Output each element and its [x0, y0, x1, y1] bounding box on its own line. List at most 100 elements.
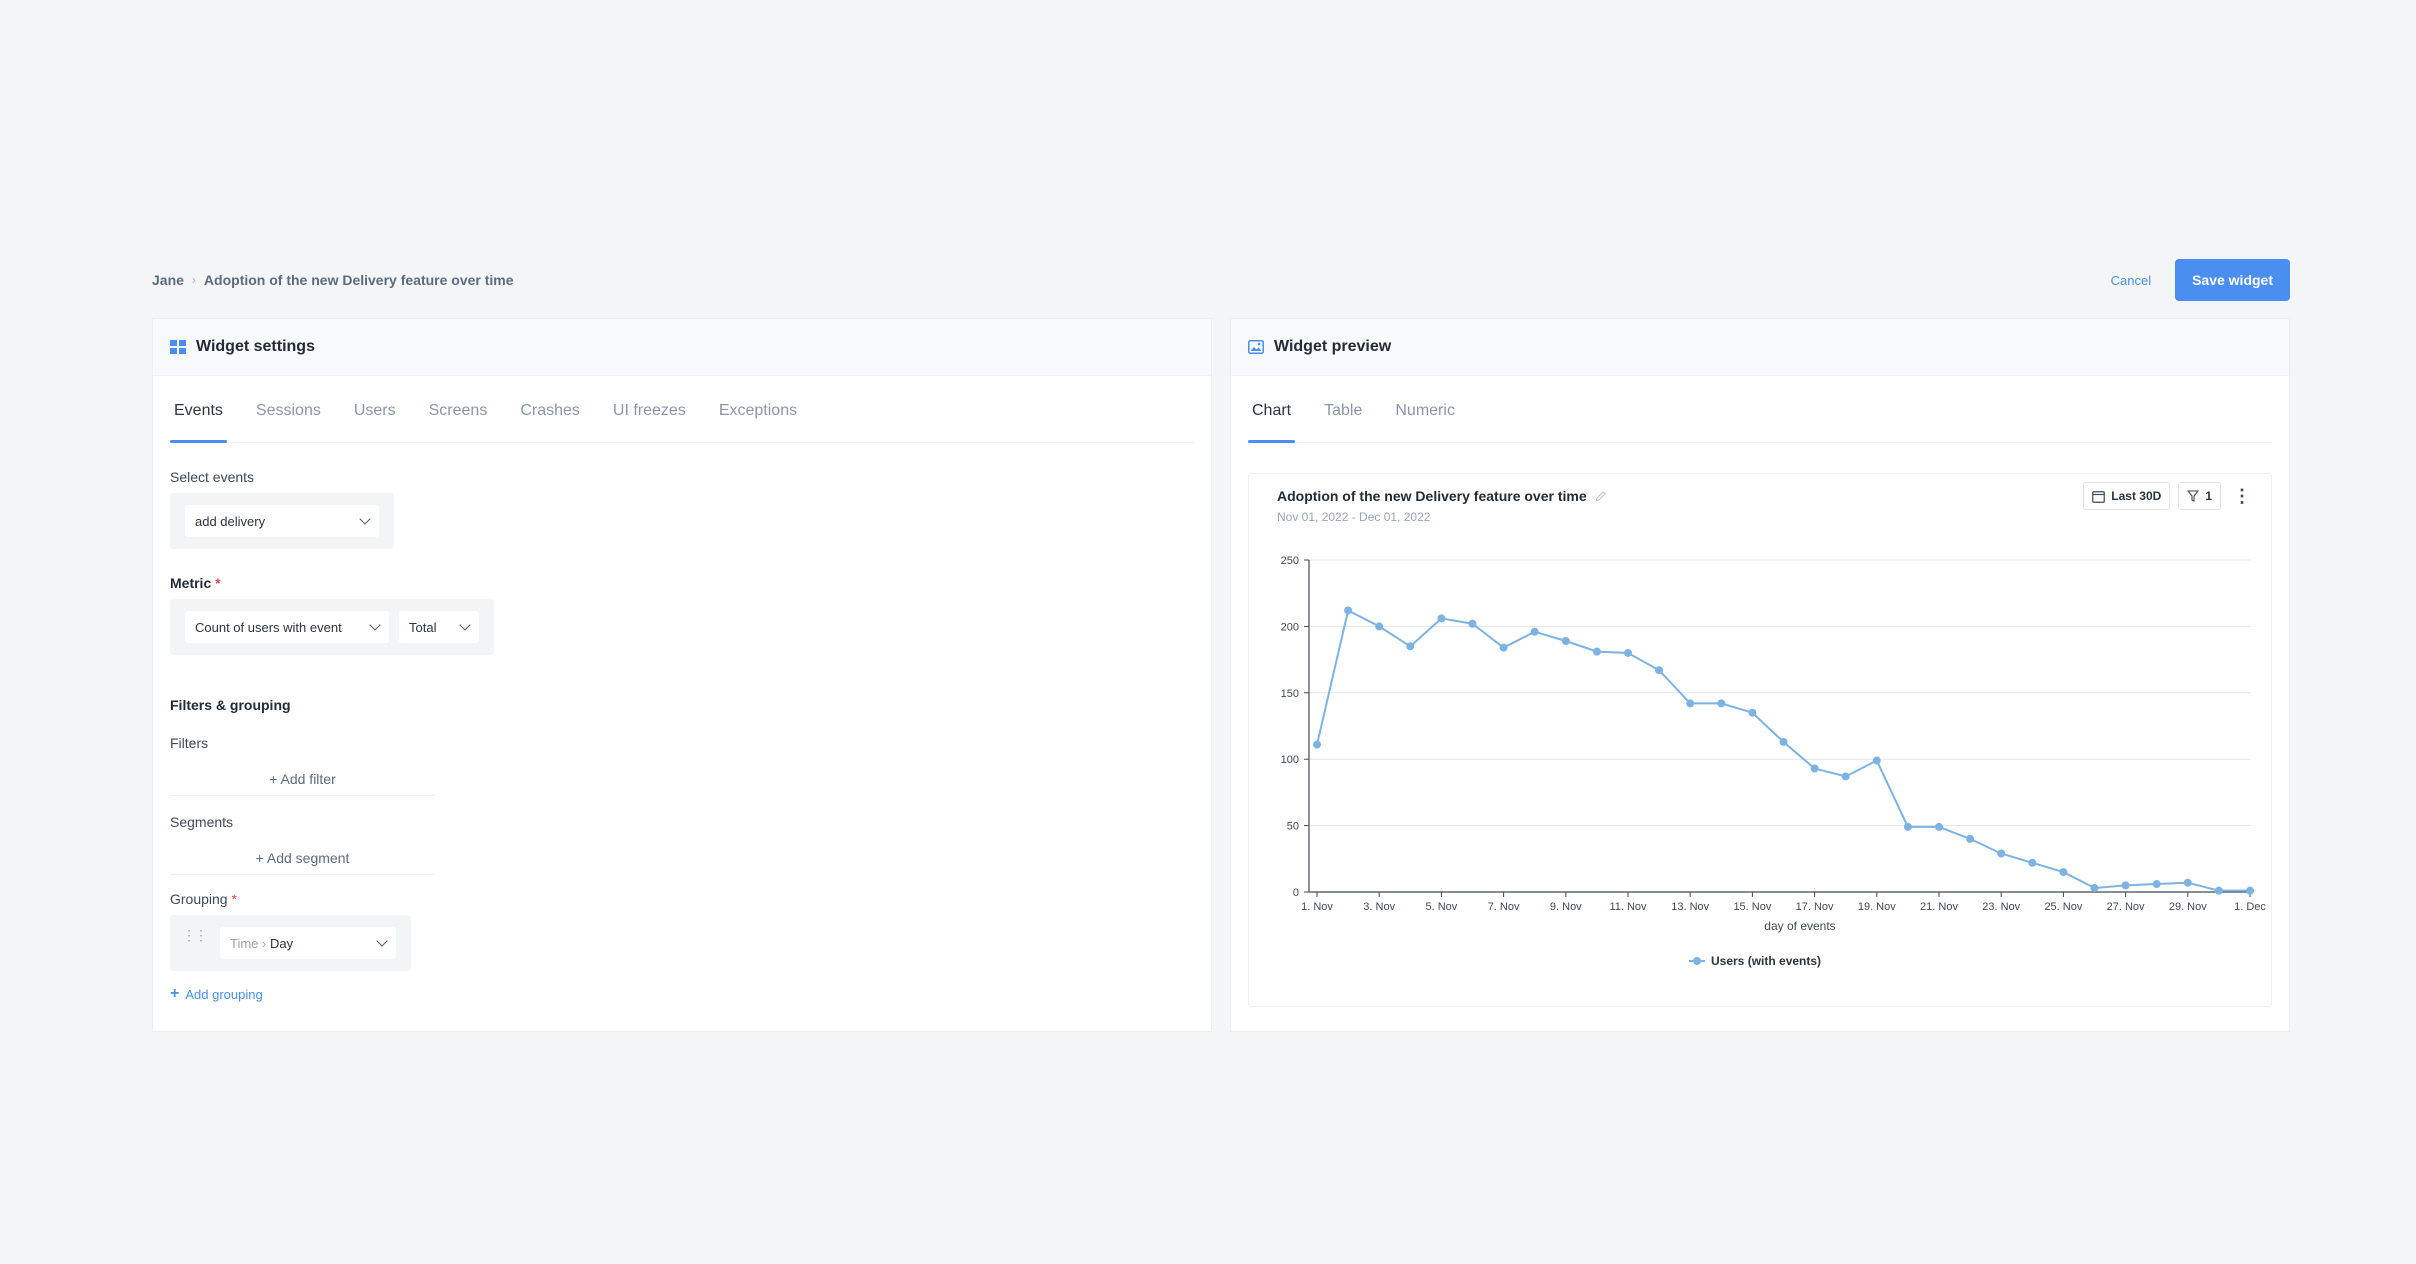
- metric-label-text: Metric: [170, 575, 212, 591]
- tab-table[interactable]: Table: [1324, 402, 1363, 419]
- tab-events[interactable]: Events: [170, 402, 227, 443]
- breadcrumb-separator-icon: ›: [191, 273, 196, 287]
- y-tick-label: 200: [1281, 621, 1299, 633]
- data-point: [2152, 880, 2161, 889]
- chart-grid: [1309, 559, 2251, 893]
- data-point: [1655, 666, 1664, 675]
- breadcrumb: Jane › Adoption of the new Delivery feat…: [152, 272, 514, 288]
- x-axis-title: day of events: [1764, 919, 1835, 933]
- data-point: [2183, 878, 2192, 887]
- metric-aggregation-select[interactable]: Total: [399, 611, 479, 643]
- plus-icon: +: [170, 985, 180, 1002]
- y-tick-label: 250: [1281, 555, 1299, 567]
- data-point: [2246, 886, 2254, 895]
- chevron-down-icon: [459, 619, 471, 631]
- top-bar: Jane › Adoption of the new Delivery feat…: [152, 258, 2290, 302]
- edit-pencil-icon[interactable]: [1594, 490, 1606, 502]
- x-tick-label: 13. Nov: [1671, 901, 1709, 913]
- data-point: [1468, 619, 1477, 628]
- add-grouping-label: Add grouping: [185, 986, 263, 1002]
- more-options-icon[interactable]: ⋮: [2233, 485, 2251, 506]
- event-select-box: add delivery: [170, 493, 394, 549]
- required-mark: *: [231, 891, 237, 907]
- save-widget-button[interactable]: Save widget: [2175, 259, 2290, 301]
- data-point: [1966, 834, 1975, 843]
- metric-select-box: Count of users with event Total: [170, 599, 494, 655]
- data-point: [1841, 772, 1850, 781]
- data-point: [2121, 881, 2130, 890]
- widget-preview-title: Widget preview: [1274, 338, 1392, 355]
- chart-title-text: Adoption of the new Delivery feature ove…: [1277, 488, 1587, 504]
- x-tick-label: 9. Nov: [1550, 901, 1582, 913]
- tab-sessions[interactable]: Sessions: [255, 402, 321, 419]
- grouping-value: Day: [269, 935, 294, 951]
- x-tick-label: 27. Nov: [2107, 901, 2145, 913]
- grouping-select[interactable]: Time › Day: [220, 927, 396, 959]
- data-point: [1810, 764, 1819, 773]
- breadcrumb-root[interactable]: Jane: [152, 272, 184, 288]
- cancel-button[interactable]: Cancel: [2105, 272, 2157, 289]
- x-tick-label: 17. Nov: [1796, 901, 1834, 913]
- metric-select[interactable]: Count of users with event: [185, 611, 389, 643]
- drag-handle-icon[interactable]: ⋮⋮: [182, 927, 208, 943]
- tab-chart[interactable]: Chart: [1248, 402, 1296, 443]
- grouping-box: ⋮⋮ Time › Day: [170, 915, 411, 971]
- y-tick-label: 100: [1281, 754, 1299, 766]
- calendar-icon: [2092, 490, 2106, 503]
- settings-body: Select events add delivery Metric * Coun…: [153, 469, 1211, 1003]
- required-mark: *: [215, 575, 221, 591]
- line-chart: 0 50 100 150 200 250 1. Nov 3. Nov 5. Nov 7. Nov 9…: [1281, 555, 2267, 968]
- x-tick-label: 25. Nov: [2044, 901, 2082, 913]
- tab-crashes[interactable]: Crashes: [520, 402, 580, 419]
- tab-exceptions[interactable]: Exceptions: [718, 402, 798, 419]
- legend-label: Users (with events): [1711, 954, 1821, 968]
- data-point: [2028, 858, 2037, 867]
- breadcrumb-current: Adoption of the new Delivery feature ove…: [203, 272, 514, 288]
- filters-label: Filters: [170, 735, 209, 751]
- chevron-down-icon: [376, 935, 388, 947]
- grouping-label: Grouping *: [170, 891, 1194, 907]
- add-grouping-button[interactable]: + Add grouping: [170, 985, 1194, 1003]
- x-tick-label: 1. Nov: [1301, 901, 1333, 913]
- widget-preview-panel: Widget preview Chart Table Numeric Adopt…: [1230, 318, 2290, 1032]
- y-tick-label: 50: [1287, 821, 1299, 833]
- data-point: [1748, 708, 1757, 717]
- widget-preview-header: Widget preview: [1231, 319, 2289, 376]
- event-select-value: add delivery: [195, 513, 266, 529]
- x-tick-label: 1. Dec: [2234, 901, 2266, 913]
- data-point: [1592, 647, 1601, 656]
- preview-tabs: Chart Table Numeric: [1248, 376, 2272, 443]
- top-actions: Cancel Save widget: [2105, 259, 2290, 301]
- widget-settings-header: Widget settings: [153, 319, 1211, 376]
- chart-card-title: Adoption of the new Delivery feature ove…: [1277, 488, 1606, 504]
- settings-tabs: Events Sessions Users Screens Crashes UI…: [170, 376, 1194, 443]
- chevron-down-icon: [359, 513, 371, 525]
- x-tick-label: 11. Nov: [1609, 901, 1647, 913]
- data-point: [1686, 699, 1695, 708]
- x-tick-label: 23. Nov: [1982, 901, 2020, 913]
- add-segment-button[interactable]: + Add segment: [170, 842, 435, 875]
- y-tick-label: 0: [1293, 887, 1299, 899]
- event-select[interactable]: add delivery: [185, 505, 379, 537]
- add-filter-button[interactable]: + Add filter: [170, 763, 435, 796]
- x-tick-label: 3. Nov: [1363, 901, 1395, 913]
- widget-settings-title: Widget settings: [196, 338, 315, 355]
- period-button[interactable]: Last 30D: [2083, 482, 2171, 510]
- data-point: [1344, 606, 1353, 615]
- metric-aggregation-value: Total: [409, 619, 437, 635]
- segments-label: Segments: [170, 814, 234, 830]
- tab-ui-freezes[interactable]: UI freezes: [612, 402, 686, 419]
- tab-numeric[interactable]: Numeric: [1395, 402, 1455, 419]
- filter-button[interactable]: 1: [2178, 482, 2221, 510]
- x-tick-label: 21. Nov: [1920, 901, 1958, 913]
- grouping-label-text: Grouping: [170, 891, 228, 907]
- widget-grid-icon: [170, 340, 186, 354]
- tab-screens[interactable]: Screens: [428, 402, 488, 419]
- data-point: [1624, 648, 1632, 657]
- chart-date-range: Nov 01, 2022 - Dec 01, 2022: [1277, 510, 1431, 524]
- data-point: [2214, 886, 2223, 895]
- tab-users[interactable]: Users: [353, 402, 396, 419]
- x-tick-label: 15. Nov: [1733, 901, 1771, 913]
- legend-swatch-dot: [1693, 957, 1701, 965]
- metric-label: Metric *: [170, 575, 1194, 591]
